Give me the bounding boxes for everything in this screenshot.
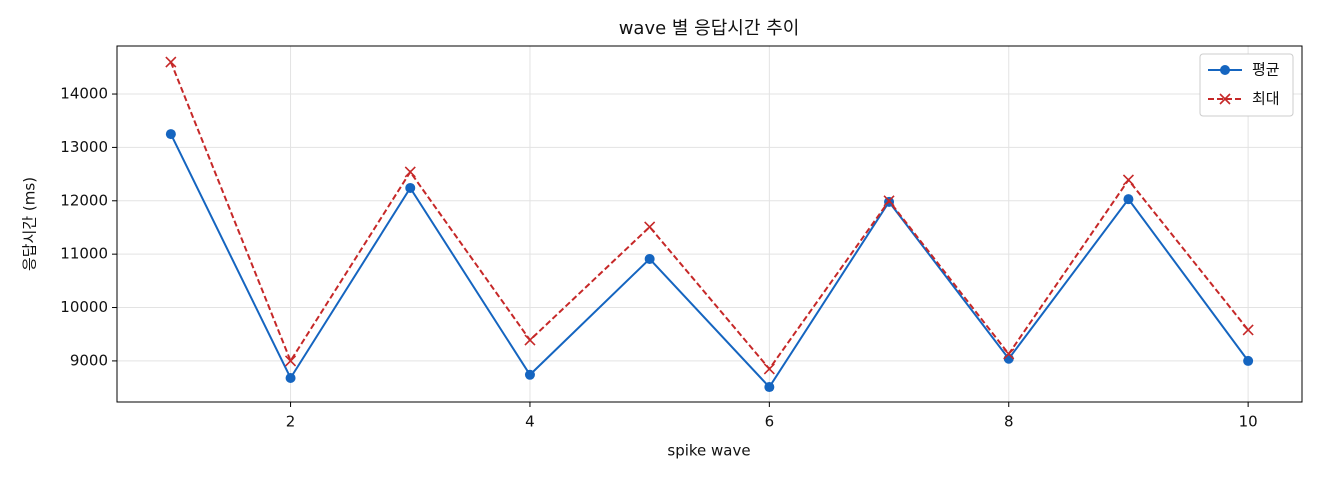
marker [1242, 324, 1254, 336]
marker [883, 195, 895, 207]
series-line [169, 133, 1249, 389]
legend-label: 평균 [1252, 61, 1280, 79]
legend-marker [1219, 93, 1231, 105]
y-tick-label: 10000 [60, 298, 108, 316]
series-line [169, 61, 1249, 371]
marker [1122, 174, 1135, 186]
marker [764, 382, 775, 393]
marker [285, 372, 296, 383]
marker [284, 355, 297, 367]
legend-marker [1220, 65, 1230, 75]
y-tick-label: 13000 [60, 138, 108, 156]
x-axis-label: spike wave [667, 442, 750, 460]
marker [644, 253, 655, 264]
legend-label: 최대 [1252, 90, 1280, 108]
x-tick-label: 2 [286, 413, 296, 431]
x-tick-label: 6 [765, 413, 775, 431]
y-tick-label: 9000 [70, 351, 108, 369]
marker [763, 363, 775, 375]
x-tick-label: 8 [1004, 413, 1014, 431]
y-tick-label: 12000 [60, 191, 108, 209]
marker [524, 334, 536, 346]
y-axis-label: 응답시간 (ms) [21, 177, 39, 271]
marker [524, 369, 535, 380]
marker [644, 221, 656, 233]
y-tick-label: 11000 [60, 245, 108, 263]
plot-frame [116, 45, 1303, 403]
marker [1123, 194, 1134, 205]
marker [1243, 355, 1254, 366]
marker [405, 182, 416, 193]
marker [404, 166, 416, 178]
x-tick-label: 4 [525, 413, 535, 431]
x-tick-label: 10 [1239, 413, 1258, 431]
marker [165, 129, 176, 140]
marker [165, 56, 177, 68]
marker [1003, 348, 1015, 360]
chart-title: wave 별 응답시간 추이 [619, 18, 800, 39]
y-tick-label: 14000 [60, 85, 108, 103]
